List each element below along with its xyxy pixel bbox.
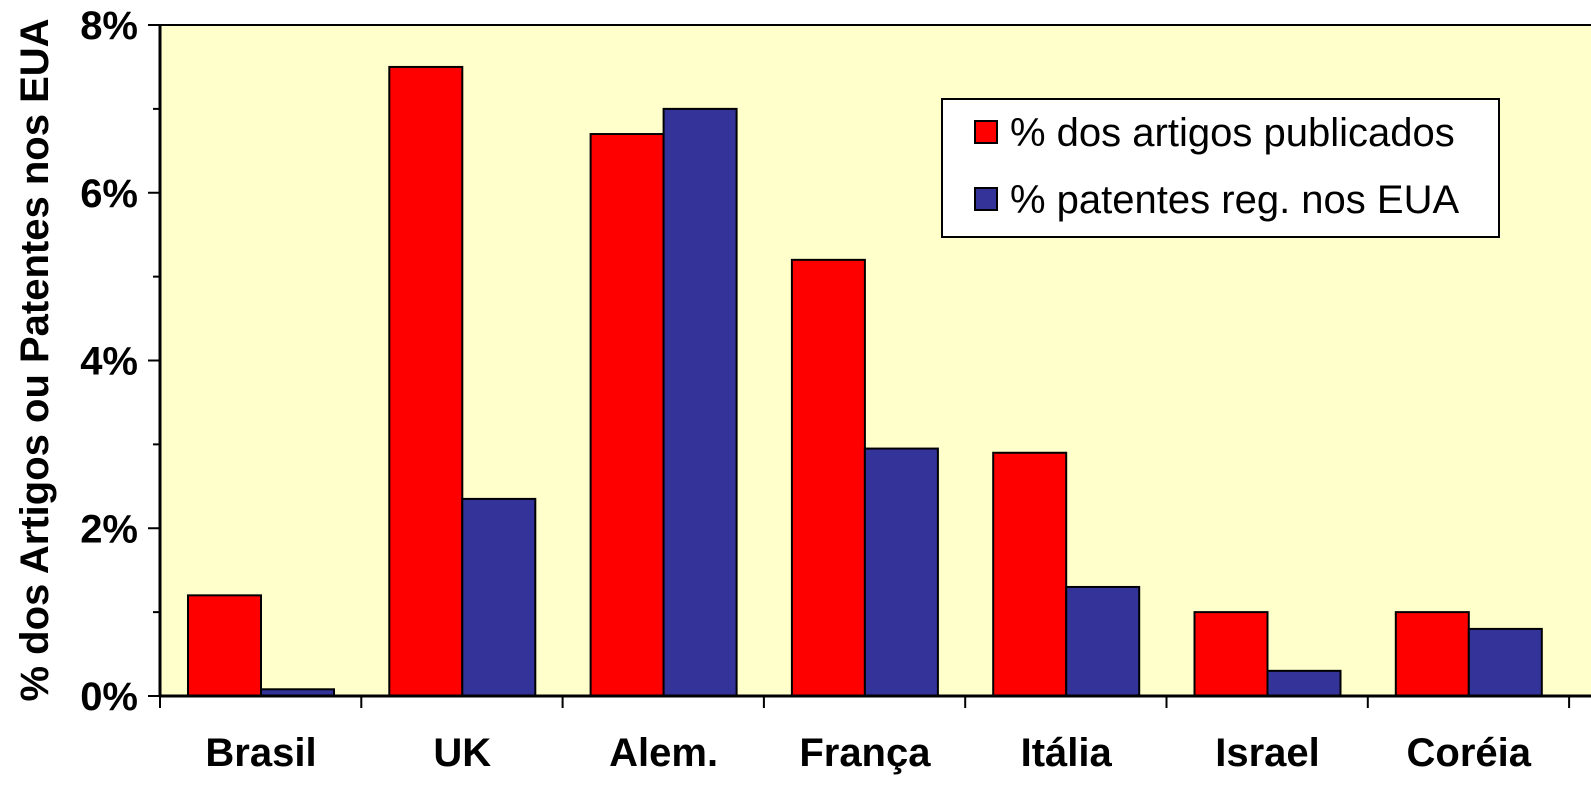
legend-swatch-patents [974,187,998,211]
bars-layer [187,65,1543,698]
y-tick-label: 2% [80,507,138,551]
legend-label-patents: % patentes reg. nos EUA [1010,178,1459,222]
bar-articles [790,258,866,697]
legend-box [941,98,1500,238]
bar-patents [863,447,939,697]
legend-label-articles: % dos artigos publicados [1010,111,1455,155]
x-ticks-layer: Brasil UK Alem. França Itália Israel Coréia [159,696,1571,775]
y-axis-title: % dos Artigos ou Patentes nos EUA [13,18,57,701]
bar-articles [1394,611,1470,697]
bar-articles [187,594,262,697]
y-tick-label: 0% [80,675,138,719]
legend-swatch-articles [974,120,998,144]
bar-patents [1065,585,1141,698]
y-tick-label: 8% [80,4,138,48]
bar-articles [992,451,1068,698]
bar-articles [388,65,464,697]
bar-patents [662,107,738,697]
x-category-label: Israel [1215,731,1320,775]
bar-patents [1467,627,1543,698]
x-category-label: UK [433,731,491,775]
y-tick-label: 4% [80,340,138,384]
x-category-label: Alem. [609,731,718,775]
legend: % dos artigos publicados % patentes reg.… [941,98,1500,238]
bar-articles [1193,611,1269,697]
y-tick-label: 6% [80,172,138,216]
x-category-label: Itália [1021,731,1113,775]
x-category-label: França [799,731,931,775]
x-category-label: Brasil [205,731,316,775]
bar-articles [589,133,665,698]
bar-patents [1266,669,1342,698]
y-ticks-layer: 0% 2% 4% 6% 8% [80,4,160,719]
bar-patents [461,497,537,697]
x-category-label: Coréia [1407,731,1532,775]
